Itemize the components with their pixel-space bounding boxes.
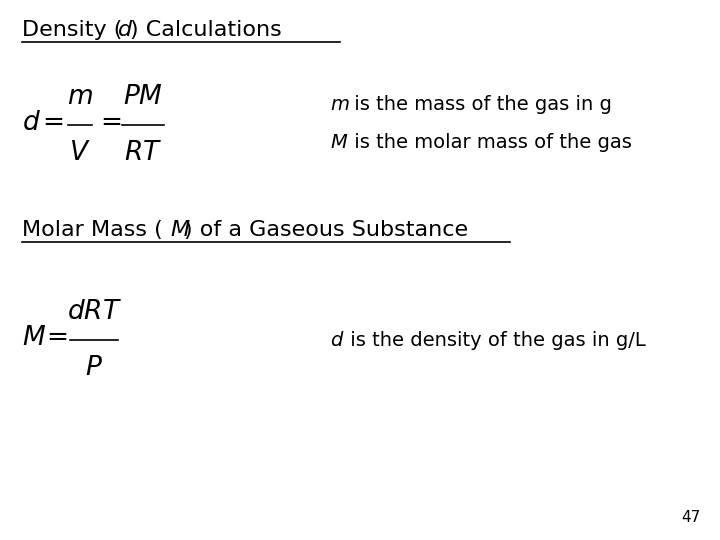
Text: $d$: $d$: [22, 110, 41, 136]
Text: d: d: [118, 20, 132, 40]
Text: $PM$: $PM$: [123, 84, 163, 110]
Text: ) of a Gaseous Substance: ) of a Gaseous Substance: [184, 220, 468, 240]
Text: is the density of the gas in g/L: is the density of the gas in g/L: [344, 330, 646, 349]
Text: $dRT$: $dRT$: [66, 299, 122, 325]
Text: Density (: Density (: [22, 20, 122, 40]
Text: $RT$: $RT$: [124, 140, 162, 166]
Text: $M$: $M$: [330, 133, 348, 152]
Text: $P$: $P$: [85, 355, 103, 381]
Text: =: =: [46, 325, 68, 351]
Text: is the molar mass of the gas: is the molar mass of the gas: [348, 133, 632, 152]
Text: Molar Mass (: Molar Mass (: [22, 220, 163, 240]
Text: =: =: [100, 110, 122, 136]
Text: 47: 47: [680, 510, 700, 525]
Text: ) Calculations: ) Calculations: [130, 20, 282, 40]
Text: $V$: $V$: [69, 140, 91, 166]
Text: $d$: $d$: [330, 330, 344, 349]
Text: $m$: $m$: [330, 96, 350, 114]
Text: M: M: [170, 220, 189, 240]
Text: $m$: $m$: [67, 84, 93, 110]
Text: $M$: $M$: [22, 325, 46, 351]
Text: =: =: [42, 110, 64, 136]
Text: is the mass of the gas in g: is the mass of the gas in g: [348, 96, 612, 114]
